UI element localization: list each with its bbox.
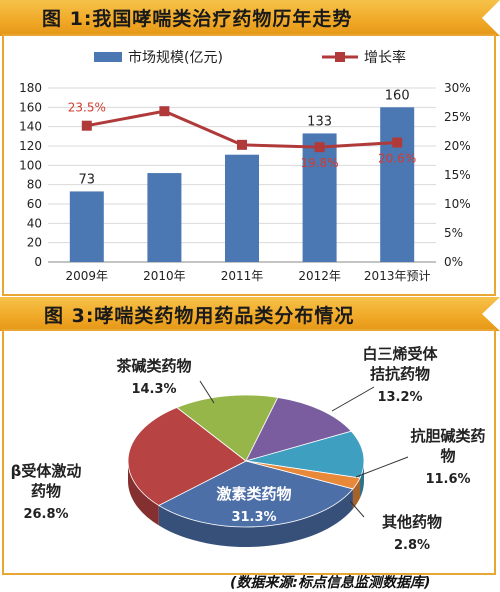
y-tick-label: 0 [34,255,42,269]
pie-slice-label: 物 [440,447,455,465]
bar [380,107,415,262]
pie-slice-label: 激素类药物 [216,485,291,503]
pie-slice-label: β受体激动 [11,462,82,480]
bar [147,173,182,262]
legend-marker-growth [335,52,345,62]
pie-slice-percent: 26.8% [23,507,68,522]
pie-slice-label: 抗胆碱类药 [410,427,485,445]
bar [302,133,337,262]
pie-slice [176,394,279,462]
y2-tick-label: 10% [444,197,471,211]
growth-point [81,120,92,131]
growth-value-label: 19.8% [301,156,339,170]
pie-slice-label: 其他药物 [382,513,442,531]
pie-slice [127,407,247,506]
pie-slice-side [158,488,353,547]
chart1-title: 图 1:我国哮喘类治疗药物历年走势 [42,8,353,30]
legend-swatch-market [94,52,122,62]
header-arrow [482,297,500,331]
leader-line [331,386,375,412]
chart1-header: 图 1:我国哮喘类治疗药物历年走势 [0,0,500,36]
growth-value-label: 23.5% [68,101,106,115]
x-tick-label: 2013年预计 [364,269,431,283]
pie-slice-percent: 14.3% [131,382,176,397]
chart2-title: 图 3:哮喘类药物用药品类分布情况 [44,305,355,327]
chart1-panel: 市场规模(亿元) 增长率 0 20 40 60 80 100 120 140 160 180 0% 5% 1… [2,34,496,296]
header-arrow [482,0,500,36]
pie-slice-label: 白三烯受体 [362,345,438,363]
pie-slice [245,460,361,490]
bar-value-label: 73 [79,172,96,187]
growth-point [314,142,325,153]
pie-slice-side [128,461,159,526]
y-tick-label: 60 [27,197,42,211]
y2-tick-label: 25% [444,110,471,124]
y-tick-label: 140 [19,120,42,134]
growth-value-label: 20.6% [378,152,416,166]
bar-value-label: 160 [385,88,410,103]
x-tick-label: 2011年 [221,269,264,283]
bar-value-label: 133 [307,114,332,129]
market-chart: 市场规模(亿元) 增长率 0 20 40 60 80 100 120 140 160 180 0% 5% 1… [19,49,471,283]
x-tick-label: 2010年 [143,269,186,283]
y-tick-label: 20 [27,236,42,250]
pie-slice-percent: 11.6% [425,472,470,487]
y-tick-label: 120 [19,139,42,153]
pie-slice [245,397,353,462]
pie-slice-percent: 2.8% [394,538,430,553]
pie-slice-side [352,477,361,509]
y-tick-label: 80 [27,178,42,192]
y2-tick-label: 15% [444,168,471,182]
growth-point [392,137,403,148]
data-source: (数据来源:标点信息监测数据库) [230,575,431,591]
pie-slice-percent: 13.2% [377,390,422,405]
y-tick-label: 100 [19,158,42,172]
chart2-header: 图 3:哮喘类药物用药品类分布情况 [0,297,500,331]
pie-slice-label: 茶碱类药物 [116,357,191,375]
y-tick-label: 160 [19,100,42,114]
y-tick-label: 180 [19,81,42,95]
pie-slice [157,460,354,528]
chart2-panel: 激素类药物 31.3% β受体激动药物 26.8% 茶碱类药物 14.3% 白三烯受体拮抗药… [2,329,496,575]
leader-line [349,500,365,518]
pie-slice-label: 药物 [31,482,61,500]
y2-tick-label: 5% [444,226,463,240]
leader-line [355,456,409,478]
y2-tick-label: 30% [444,81,471,95]
pie-slice [245,430,365,479]
growth-point [159,106,170,117]
leader-line [199,380,215,404]
legend-label-growth: 增长率 [364,49,406,66]
pie-slice-percent: 31.3% [231,510,276,525]
y-tick-label: 40 [27,216,42,230]
y2-tick-label: 20% [444,139,471,153]
y2-tick-label: 0% [444,255,463,269]
bar [225,154,259,262]
legend-label-market: 市场规模(亿元) [128,49,223,66]
bar [69,191,104,262]
x-tick-label: 2012年 [298,269,341,283]
pie-slice-label: 拮抗药物 [370,365,430,383]
x-tick-label: 2009年 [66,269,109,283]
growth-point [237,139,247,150]
